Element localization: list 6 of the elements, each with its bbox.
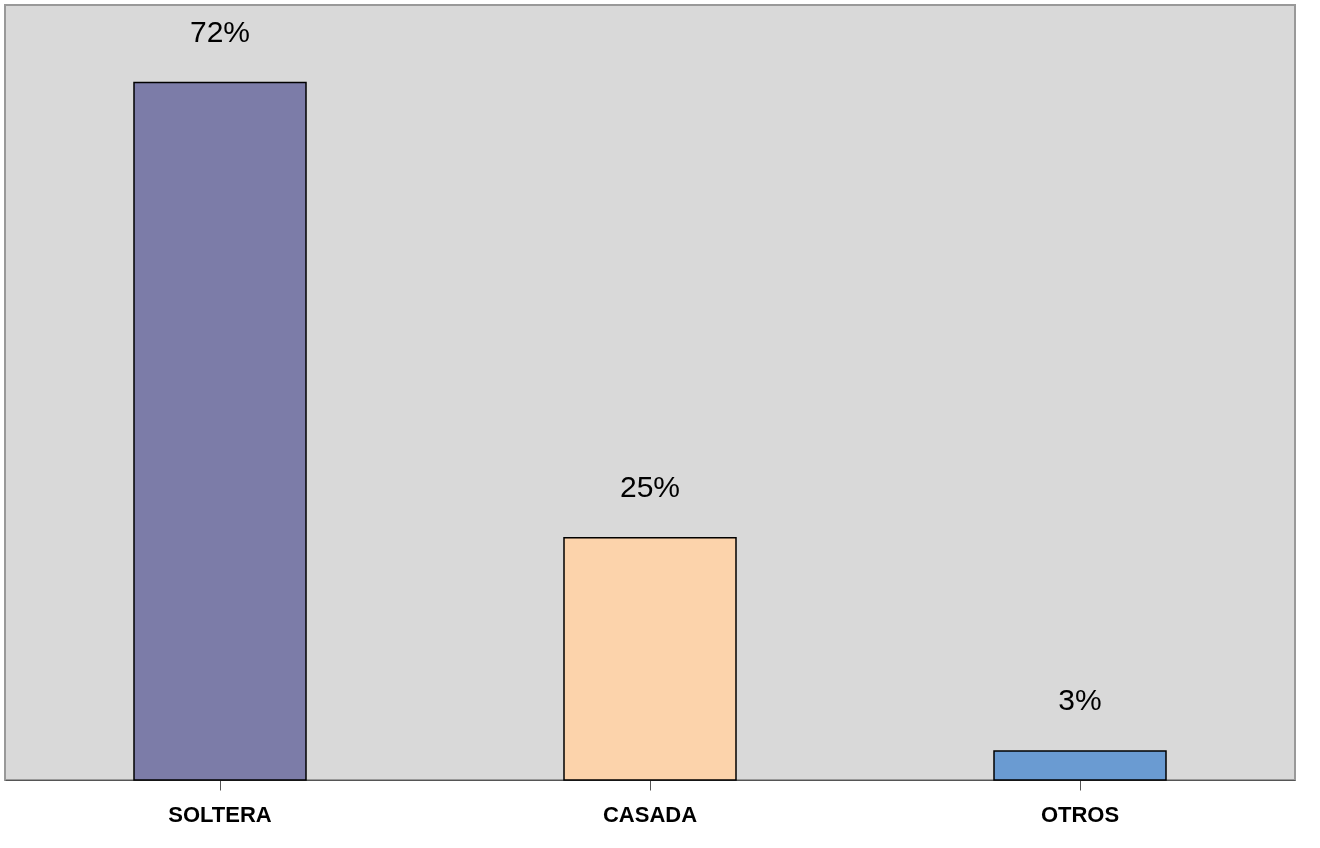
data-label: 25% <box>619 469 681 503</box>
x-tick-label: SOLTERA <box>168 801 272 827</box>
x-tick-label: OTROS <box>1040 801 1120 827</box>
data-label: 72% <box>189 14 251 48</box>
data-label: 3% <box>1058 682 1102 716</box>
x-tick-label: CASADA <box>602 801 698 827</box>
